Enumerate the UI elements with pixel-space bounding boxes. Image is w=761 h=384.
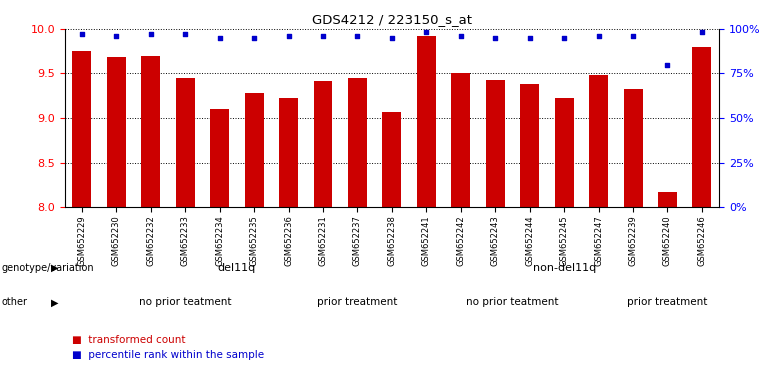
Bar — [348, 78, 367, 207]
Point — [352, 33, 364, 39]
Bar — [417, 36, 436, 207]
Point — [317, 33, 329, 39]
Text: ■  percentile rank within the sample: ■ percentile rank within the sample — [72, 350, 264, 360]
Bar — [72, 51, 91, 207]
Point — [248, 35, 260, 41]
Text: genotype/variation: genotype/variation — [2, 263, 94, 273]
Bar — [314, 81, 333, 207]
Text: del11q: del11q — [218, 263, 256, 273]
Point — [282, 33, 295, 39]
Point — [489, 35, 501, 41]
Point — [145, 31, 157, 37]
Point — [179, 31, 191, 37]
Bar — [383, 112, 401, 207]
Text: ▶: ▶ — [51, 263, 59, 273]
Text: ▶: ▶ — [51, 297, 59, 308]
Bar — [555, 98, 574, 207]
Bar — [589, 75, 608, 207]
Point — [593, 33, 605, 39]
Text: no prior teatment: no prior teatment — [139, 297, 231, 308]
Point — [420, 29, 432, 35]
Bar — [279, 98, 298, 207]
Bar — [451, 73, 470, 207]
Point — [455, 33, 467, 39]
Bar — [142, 56, 161, 207]
Bar — [521, 84, 539, 207]
Text: ■  transformed count: ■ transformed count — [72, 335, 186, 345]
Text: prior treatment: prior treatment — [317, 297, 398, 308]
Bar — [486, 80, 505, 207]
Bar — [176, 78, 195, 207]
Point — [661, 61, 673, 68]
Point — [627, 33, 639, 39]
Title: GDS4212 / 223150_s_at: GDS4212 / 223150_s_at — [312, 13, 472, 26]
Point — [76, 31, 88, 37]
Point — [558, 35, 570, 41]
Bar — [693, 46, 712, 207]
Text: non-del11q: non-del11q — [533, 263, 596, 273]
Point — [386, 35, 398, 41]
Point — [110, 33, 123, 39]
Point — [696, 29, 708, 35]
Text: no prior teatment: no prior teatment — [466, 297, 559, 308]
Bar — [107, 57, 126, 207]
Point — [214, 35, 226, 41]
Point — [524, 35, 536, 41]
Text: other: other — [2, 297, 27, 308]
Bar — [210, 109, 229, 207]
Bar — [245, 93, 263, 207]
Text: prior treatment: prior treatment — [627, 297, 708, 308]
Bar — [658, 192, 677, 207]
Bar — [623, 89, 642, 207]
